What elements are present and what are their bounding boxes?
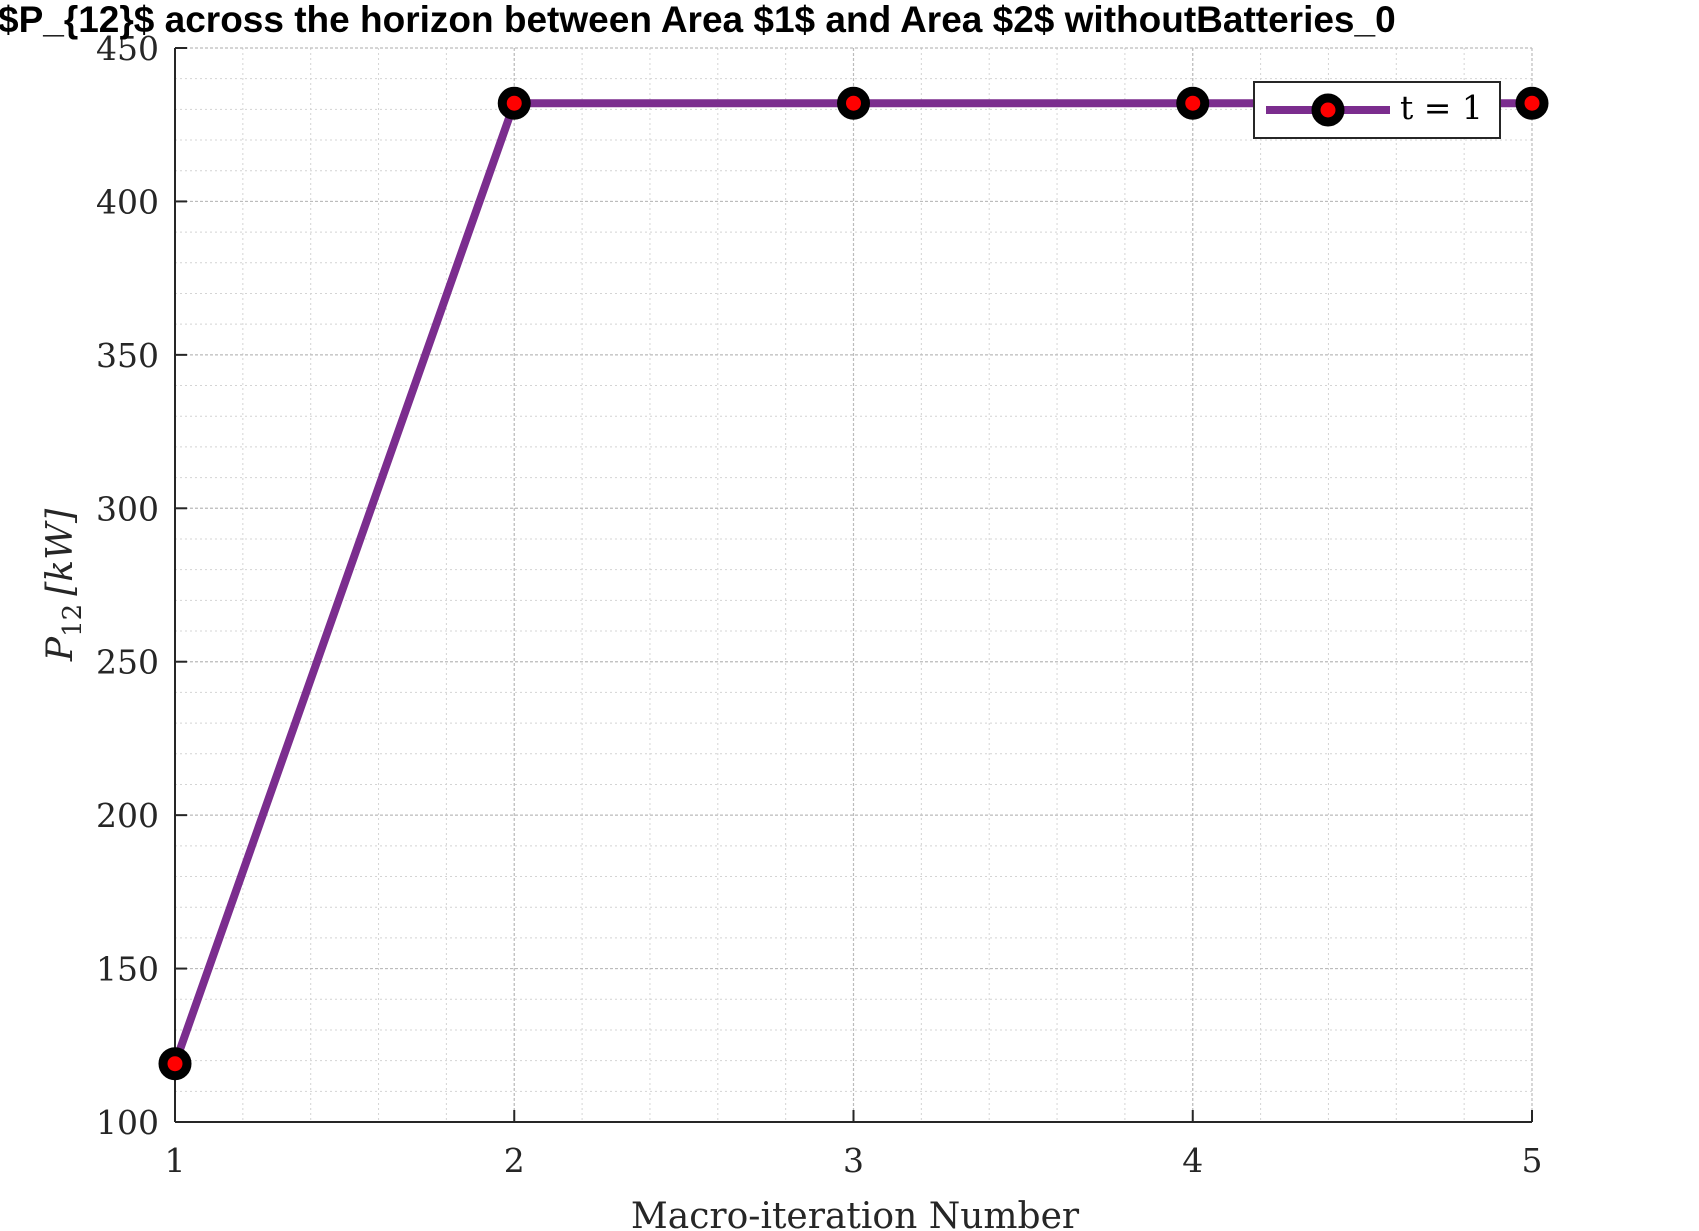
x-axis-label: Macro-iteration Number	[631, 1196, 1080, 1231]
data-point	[158, 1047, 192, 1081]
x-tick-label: 1	[165, 1141, 186, 1180]
chart-title: $P_{12}$ across the horizon between Area…	[0, 0, 1396, 40]
y-tick-label: 300	[96, 489, 159, 528]
data-point	[1515, 86, 1549, 120]
y-tick-label: 100	[96, 1103, 159, 1142]
y-tick-label: 250	[96, 643, 159, 682]
y-axis-label-main: P	[40, 636, 81, 662]
y-axis-label-sub: 12	[58, 604, 88, 637]
data-point	[497, 86, 531, 120]
y-axis-label: P12 [kW]	[40, 508, 88, 662]
legend-label: t = 1	[1400, 88, 1483, 127]
svg-text:P12[kW]: P12 [kW]	[40, 508, 88, 662]
y-tick-label: 200	[96, 796, 159, 835]
y-tick-label: 400	[96, 182, 159, 221]
legend: t = 1	[1253, 81, 1501, 139]
y-tick-label: 350	[96, 336, 159, 375]
y-tick-label: 450	[96, 29, 159, 68]
data-point	[837, 86, 870, 120]
major-grid	[174, 47, 1533, 1123]
ticks: 1 2 3 4 5 100 150 200 250 300 350 400 450	[96, 29, 1543, 1180]
x-tick-label: 2	[504, 1141, 525, 1180]
y-axis-label-unit: [kW]	[40, 508, 81, 596]
y-tick-label: 150	[96, 950, 159, 989]
data-point	[1176, 86, 1210, 120]
x-tick-label: 3	[843, 1141, 864, 1180]
x-tick-label: 4	[1182, 1141, 1203, 1180]
legend-marker	[1311, 93, 1345, 127]
x-tick-label: 5	[1522, 1141, 1543, 1180]
